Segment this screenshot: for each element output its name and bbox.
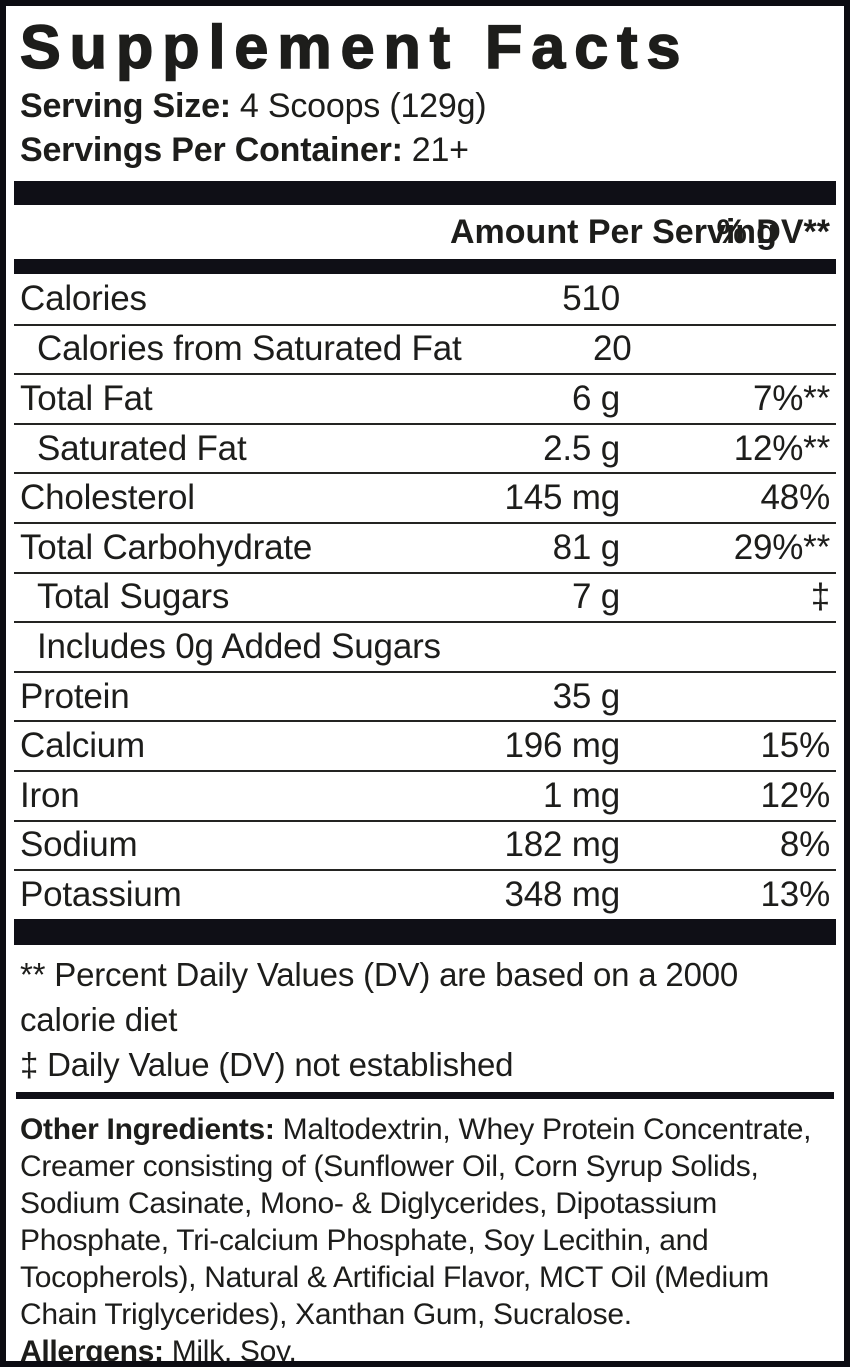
nutrient-amount: 348 mg: [504, 874, 620, 914]
nutrient-name: Calcium: [20, 726, 146, 766]
serving-size-value: 4 Scoops (129g): [239, 87, 487, 125]
servings-per-container-value: 21+: [411, 131, 469, 169]
nutrient-amount: 81 g: [552, 527, 621, 567]
allergens: Allergens: Milk, Soy.: [14, 1333, 836, 1367]
nutrient-row: Potassium 348 mg 13%: [14, 869, 836, 919]
nutrient-dv: 15%: [760, 726, 831, 766]
servings-per-container-line: Servings Per Container: 21+: [20, 128, 830, 172]
footnote-percent-dv: ** Percent Daily Values (DV) are based o…: [20, 955, 739, 1038]
nutrient-name: Sodium: [20, 825, 138, 865]
nutrient-name: Total Fat: [20, 378, 153, 418]
nutrient-row: Total Fat 6 g 7%**: [14, 373, 836, 423]
footnote-dagger: ‡ Daily Value (DV) not established: [20, 1045, 514, 1083]
nutrient-amount: 1 mg: [542, 775, 620, 815]
nutrient-row: Total Sugars 7 g ‡: [14, 571, 836, 622]
header-amount-per-serving: Amount Per Serving: [450, 212, 777, 251]
nutrient-name: Potassium: [20, 874, 182, 914]
nutrient-dv: 48%: [760, 478, 831, 518]
nutrient-dv: ‡: [810, 577, 830, 617]
serving-size-label: Serving Size:: [20, 87, 231, 125]
nutrient-amount: 510: [562, 278, 620, 318]
nutrient-name: Protein: [20, 676, 130, 716]
nutrient-dv: 8%: [779, 825, 830, 865]
other-ingredients-text: Maltodextrin, Whey Protein Concentrate, …: [20, 1112, 812, 1331]
nutrient-row: Total Carbohydrate 81 g 29%**: [14, 521, 836, 572]
nutrient-row: Calories 510: [14, 274, 836, 324]
nutrient-amount: 35 g: [552, 676, 621, 716]
nutrient-dv: 13%: [760, 874, 831, 914]
nutrient-name: Includes 0g Added Sugars: [37, 626, 441, 666]
allergens-label: Allergens:: [20, 1334, 164, 1367]
nutrient-row: Protein 35 g: [14, 670, 836, 721]
nutrient-amount: 182 mg: [504, 825, 620, 865]
nutrient-amount: 145 mg: [504, 478, 620, 518]
nutrient-dv: 12%**: [733, 428, 830, 468]
footnotes: ** Percent Daily Values (DV) are based o…: [14, 945, 836, 1087]
header-divider-bar: [14, 259, 836, 274]
nutrient-name: Iron: [20, 775, 80, 815]
nutrient-amount: 7 g: [571, 577, 620, 617]
nutrient-amount: 196 mg: [504, 726, 620, 766]
nutrient-dv: 29%**: [733, 527, 830, 567]
nutrients-table: Calories 510 Calories from Saturated Fat…: [14, 274, 836, 919]
other-ingredients-label: Other Ingredients:: [20, 1112, 275, 1146]
nutrient-row: Saturated Fat 2.5 g 12%**: [14, 422, 836, 473]
top-divider-bar: [14, 181, 836, 205]
other-ingredients: Other Ingredients: Maltodextrin, Whey Pro…: [14, 1099, 836, 1333]
nutrient-name: Total Sugars: [37, 577, 230, 617]
nutrient-dv: 7%**: [752, 378, 830, 418]
label-title: Supplement Facts: [19, 13, 690, 81]
footnote-ingredients-divider: [16, 1091, 834, 1099]
nutrient-name: Total Carbohydrate: [20, 527, 313, 567]
header-percent-dv: % DV**: [716, 212, 830, 251]
table-header-row: Amount Per Serving % DV**: [14, 205, 836, 259]
nutrient-dv: 12%: [760, 775, 831, 815]
allergens-text: Milk, Soy.: [171, 1334, 297, 1367]
nutrient-name: Calories from Saturated Fat: [37, 329, 462, 369]
nutrient-amount: 6 g: [571, 378, 620, 418]
serving-size-line: Serving Size: 4 Scoops (129g): [20, 84, 830, 128]
nutrient-row: Cholesterol 145 mg 48%: [14, 472, 836, 522]
nutrient-name: Calories: [20, 278, 147, 318]
nutrient-name: Saturated Fat: [37, 428, 247, 468]
nutrient-amount: 2.5 g: [543, 428, 620, 468]
nutrient-row: Calcium 196 mg 15%: [14, 720, 836, 770]
nutrient-amount: 20: [592, 329, 632, 369]
nutrient-row: Calories from Saturated Fat 20: [14, 323, 836, 374]
nutrient-row: Sodium 182 mg 8%: [14, 819, 836, 870]
nutrient-row: Iron 1 mg 12%: [14, 769, 836, 820]
servings-per-container-label: Servings Per Container:: [20, 131, 403, 169]
nutrient-name: Cholesterol: [20, 478, 195, 518]
nutrient-row: Includes 0g Added Sugars: [14, 621, 836, 671]
bottom-divider-bar: [14, 918, 836, 945]
